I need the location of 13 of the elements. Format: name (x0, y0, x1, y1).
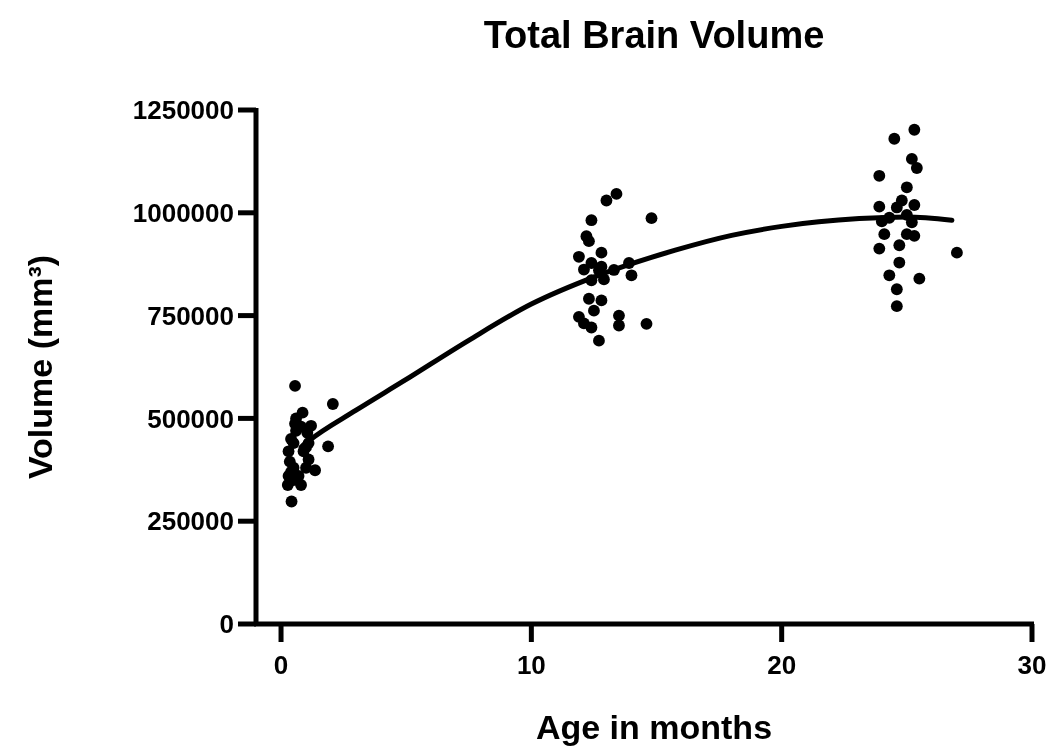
y-tick-label: 0 (219, 609, 234, 640)
y-tick-label: 1000000 (132, 197, 234, 228)
y-tick-label: 500000 (147, 403, 234, 434)
y-tick-label: 750000 (147, 300, 234, 331)
x-tick-label: 20 (767, 650, 797, 680)
x-tick-label: 10 (516, 650, 546, 680)
x-tick-label: 0 (273, 650, 289, 680)
y-axis-title: Volume (mm³) (21, 254, 59, 480)
chart-title: Total Brain Volume (483, 14, 825, 56)
y-tick-label: 250000 (147, 506, 234, 537)
y-tick-label: 1250000 (132, 95, 234, 126)
x-axis-title: Age in months (535, 708, 773, 746)
x-tick-label: 30 (1017, 650, 1047, 680)
